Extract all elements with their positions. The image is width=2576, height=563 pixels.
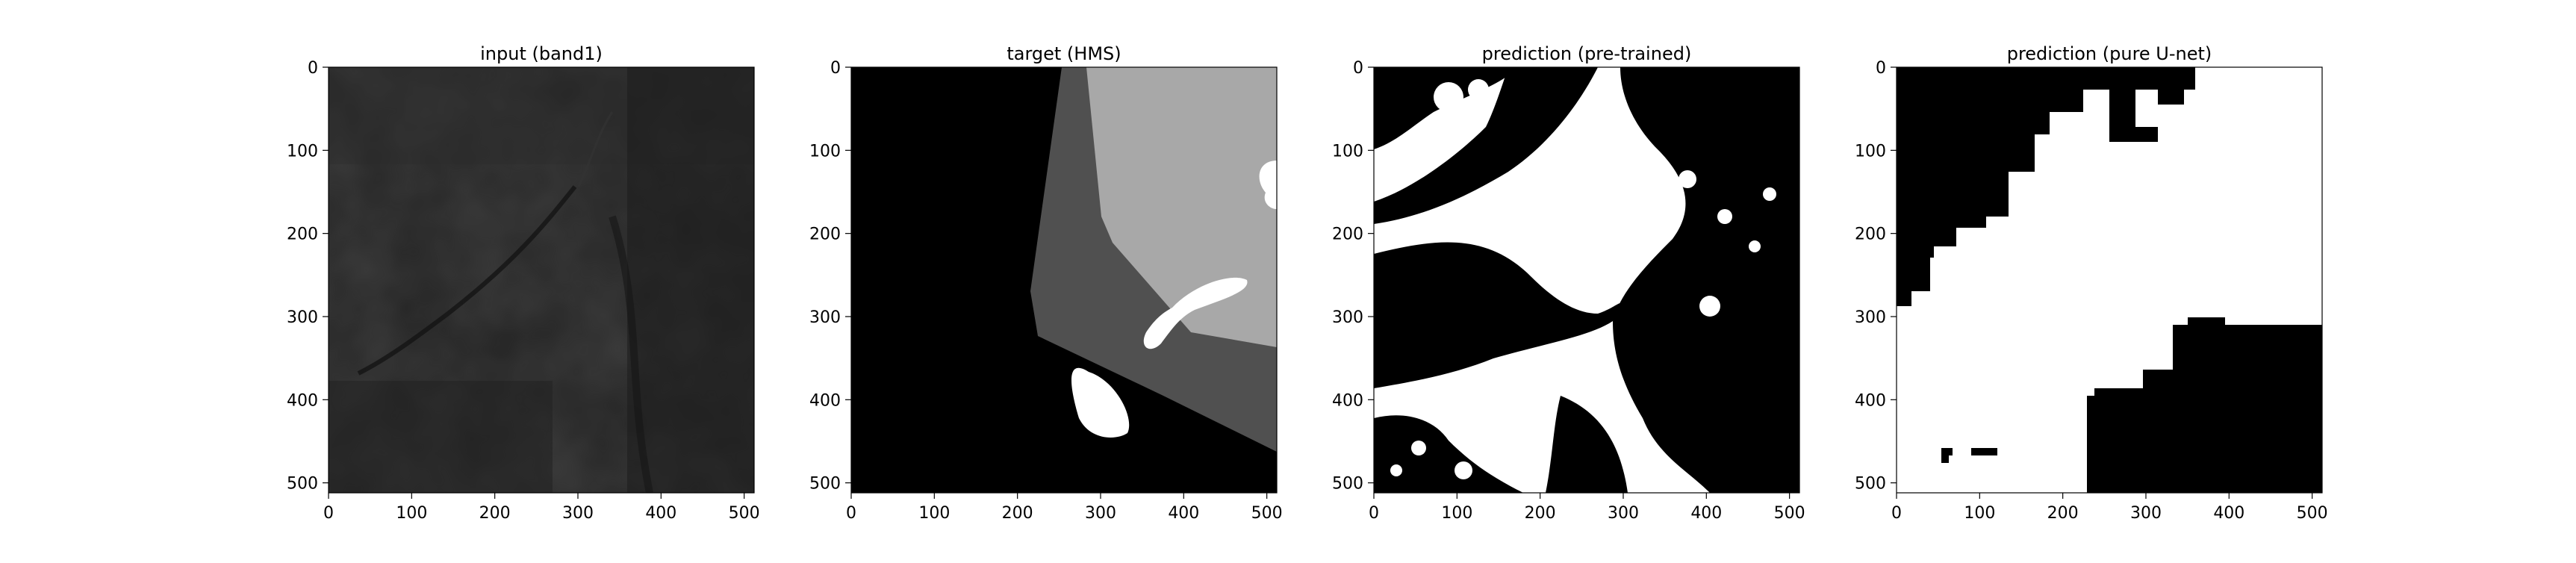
panel-pred-unet: prediction (pure U-net) 0 100 200 300 400 500… <box>1855 43 2328 523</box>
y-tick-label: 200 <box>1855 225 1886 244</box>
x-tick-label: 100 <box>1964 504 1995 523</box>
x-tick-label: 200 <box>479 504 511 523</box>
y-tick-label: 500 <box>1855 475 1886 494</box>
x-tick-label: 500 <box>729 504 760 523</box>
y-tick-label: 0 <box>830 59 841 78</box>
axes-frame <box>850 66 1278 494</box>
axes-frame <box>1896 66 2323 494</box>
pretrained-mask <box>1374 67 1799 493</box>
y-tick-label: 0 <box>308 59 318 78</box>
x-tick-label: 300 <box>562 504 594 523</box>
x-tick-label: 0 <box>1369 504 1379 523</box>
x-tick-label: 400 <box>1168 504 1199 523</box>
y-tick-label: 200 <box>1332 225 1363 244</box>
y-tick-label: 200 <box>287 225 318 244</box>
input-image <box>329 67 754 493</box>
y-tick-label: 100 <box>1855 142 1886 161</box>
y-tick-label: 100 <box>1332 142 1363 161</box>
axis-ticks: 0 100 200 300 400 500 0 100 200 300 400 500 <box>1332 59 1805 523</box>
y-tick-label: 300 <box>809 308 841 327</box>
y-tick-label: 0 <box>1876 59 1886 78</box>
x-tick-label: 100 <box>396 504 427 523</box>
x-tick-label: 0 <box>1891 504 1902 523</box>
x-tick-label: 300 <box>1085 504 1116 523</box>
y-tick-label: 200 <box>809 225 841 244</box>
y-tick-label: 500 <box>809 475 841 494</box>
y-tick-label: 300 <box>1332 308 1363 327</box>
unet-mask <box>1897 67 2322 493</box>
y-tick-label: 400 <box>1332 391 1363 410</box>
axis-ticks: 0 100 200 300 400 500 0 100 200 300 400 500 <box>1855 59 2328 523</box>
x-tick-label: 400 <box>1690 504 1722 523</box>
panel-title: input (band1) <box>480 43 603 64</box>
y-tick-label: 100 <box>809 142 841 161</box>
axes-frame <box>1373 66 1800 494</box>
x-tick-label: 0 <box>846 504 856 523</box>
target-mask <box>851 67 1277 493</box>
panel-title: target (HMS) <box>1007 43 1121 64</box>
x-tick-label: 500 <box>2297 504 2328 523</box>
y-tick-label: 0 <box>1353 59 1363 78</box>
x-tick-label: 100 <box>918 504 950 523</box>
x-tick-label: 0 <box>323 504 334 523</box>
axes-frame <box>328 66 755 494</box>
panel-title: prediction (pure U-net) <box>2007 43 2212 64</box>
x-tick-label: 500 <box>1251 504 1283 523</box>
y-tick-label: 500 <box>287 475 318 494</box>
axis-ticks: 0 100 200 300 400 500 0 100 200 300 400 500 <box>287 59 760 523</box>
x-tick-label: 300 <box>1608 504 1639 523</box>
x-tick-label: 200 <box>2047 504 2079 523</box>
y-tick-label: 300 <box>287 308 318 327</box>
y-tick-label: 300 <box>1855 308 1886 327</box>
panel-input: input (band1) 0 100 200 300 400 500 0 100 200 300… <box>287 43 760 523</box>
axis-ticks: 0 100 200 300 400 500 0 100 200 300 400 500 <box>809 59 1283 523</box>
x-tick-label: 400 <box>645 504 676 523</box>
panel-target: target (HMS) 0 100 200 300 400 500 0 100 200 300 4… <box>809 43 1283 523</box>
x-tick-label: 200 <box>1002 504 1033 523</box>
y-tick-label: 400 <box>287 391 318 410</box>
x-tick-label: 400 <box>2213 504 2244 523</box>
panel-title: prediction (pre-trained) <box>1482 43 1692 64</box>
y-tick-label: 400 <box>809 391 841 410</box>
y-tick-label: 500 <box>1332 475 1363 494</box>
x-tick-label: 300 <box>2130 504 2162 523</box>
y-tick-label: 100 <box>287 142 318 161</box>
x-tick-label: 500 <box>1774 504 1805 523</box>
x-tick-label: 200 <box>1525 504 1556 523</box>
y-tick-label: 400 <box>1855 391 1886 410</box>
x-tick-label: 100 <box>1441 504 1472 523</box>
